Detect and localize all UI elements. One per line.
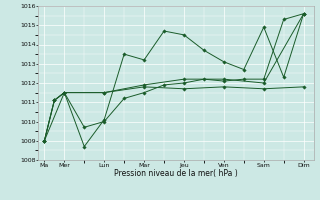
X-axis label: Pression niveau de la mer( hPa ): Pression niveau de la mer( hPa ): [114, 169, 238, 178]
